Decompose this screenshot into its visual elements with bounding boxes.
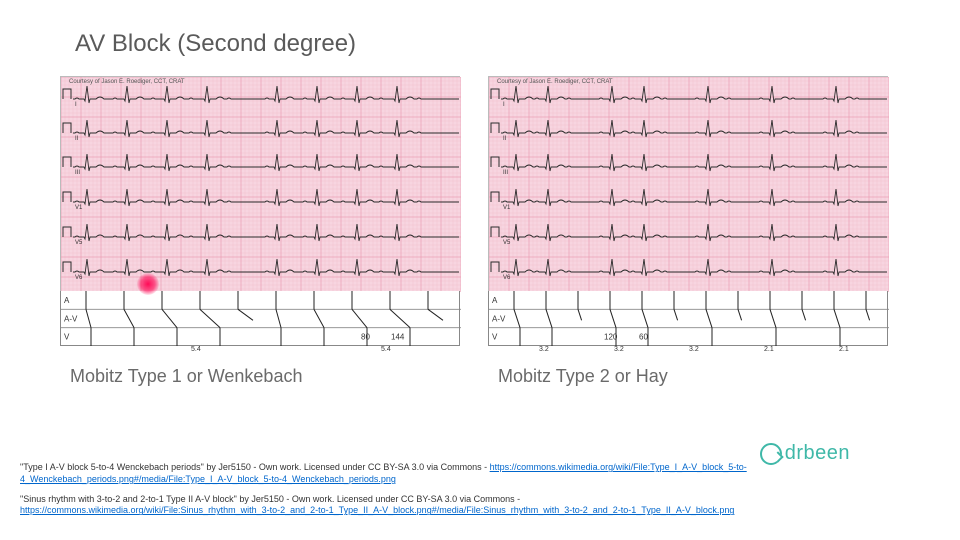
svg-text:V6: V6 [503, 275, 511, 281]
courtesy-left: Courtesy of Jason E. Roediger, CCT, CRAT [69, 79, 185, 85]
svg-text:V5: V5 [75, 240, 83, 246]
svg-text:A-V: A-V [492, 314, 506, 323]
figure-mobitz-2: Courtesy of Jason E. Roediger, CCT, CRAT… [488, 76, 888, 387]
figure-mobitz-1: Courtesy of Jason E. Roediger, CCT, CRAT… [60, 76, 460, 387]
citation-2-link[interactable]: https://commons.wikimedia.org/wiki/File:… [20, 505, 734, 515]
citation-1-prefix: "Type I A-V block 5-to-4 Wenckebach peri… [20, 462, 490, 472]
svg-text:V1: V1 [75, 205, 83, 211]
svg-text:V: V [492, 333, 498, 342]
svg-text:A: A [492, 296, 498, 305]
svg-text:III: III [75, 170, 80, 176]
citations: "Type I A-V block 5-to-4 Wenckebach peri… [20, 462, 860, 525]
slide: AV Block (Second degree) Courtesy of Jas… [0, 0, 960, 540]
ladder-right: AA-VV120603.23.23.22.12.1 [488, 291, 888, 346]
svg-text:A: A [64, 296, 70, 305]
svg-text:V5: V5 [503, 240, 511, 246]
logo-icon [760, 443, 782, 465]
svg-text:II: II [503, 136, 507, 142]
ecg-strip-right: Courtesy of Jason E. Roediger, CCT, CRAT… [488, 76, 888, 291]
svg-text:V: V [64, 333, 70, 342]
ladder-left: AA-VV801445.45.4 [60, 291, 460, 346]
courtesy-right: Courtesy of Jason E. Roediger, CCT, CRAT [497, 79, 613, 85]
svg-text:II: II [75, 136, 79, 142]
ecg-container-left: Courtesy of Jason E. Roediger, CCT, CRAT… [60, 76, 460, 346]
svg-text:A-V: A-V [64, 314, 78, 323]
citation-2-prefix: "Sinus rhythm with 3-to-2 and 2-to-1 Typ… [20, 494, 520, 504]
caption-mobitz-2: Mobitz Type 2 or Hay [498, 366, 888, 387]
svg-text:80: 80 [361, 333, 370, 342]
ecg-strip-left: Courtesy of Jason E. Roediger, CCT, CRAT… [60, 76, 460, 291]
svg-text:V6: V6 [75, 275, 83, 281]
ecg-container-right: Courtesy of Jason E. Roediger, CCT, CRAT… [488, 76, 888, 346]
svg-text:144: 144 [391, 333, 405, 342]
caption-mobitz-1: Mobitz Type 1 or Wenkebach [70, 366, 460, 387]
svg-text:V1: V1 [503, 205, 511, 211]
svg-text:60: 60 [639, 333, 648, 342]
citation-2: "Sinus rhythm with 3-to-2 and 2-to-1 Typ… [20, 494, 860, 517]
citation-1: "Type I A-V block 5-to-4 Wenckebach peri… [20, 462, 860, 485]
page-title: AV Block (Second degree) [75, 30, 900, 58]
svg-text:120: 120 [604, 333, 618, 342]
figures-row: Courtesy of Jason E. Roediger, CCT, CRAT… [60, 76, 900, 387]
svg-text:III: III [503, 170, 508, 176]
